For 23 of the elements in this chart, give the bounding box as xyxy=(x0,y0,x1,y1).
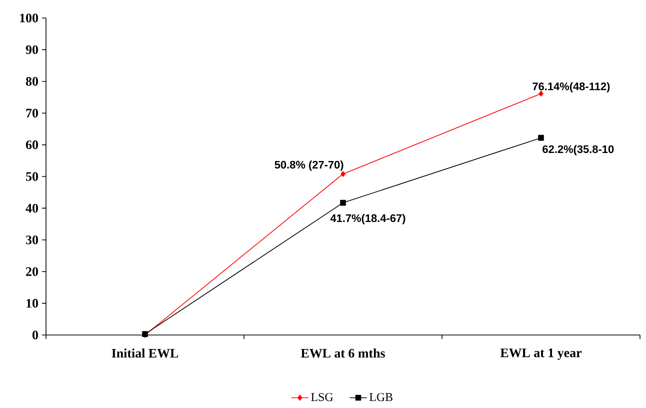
y-tick-label: 10 xyxy=(26,298,38,308)
point xyxy=(340,200,346,206)
x-tick-label: EWL at 6 mths xyxy=(300,348,385,358)
y-tick-label: 40 xyxy=(26,204,38,213)
x-tick-label: Initial EWL xyxy=(112,348,178,358)
annotation: 41.7%(18.4-67) xyxy=(330,214,406,224)
point xyxy=(538,134,544,141)
x-tick-label: EWL at 1 year xyxy=(500,348,582,360)
y-tick-label: 70 xyxy=(26,108,38,118)
y-tick-label: 60 xyxy=(26,140,38,150)
legend-label: LGB xyxy=(369,393,392,402)
annotation: 50.8% (27-70) xyxy=(274,160,344,171)
y-tick-label: 90 xyxy=(26,45,38,54)
annotation: 76.14%(48-112) xyxy=(532,82,610,92)
y-tick-label: 80 xyxy=(26,77,38,86)
legend-label: LSG xyxy=(311,393,333,402)
y-tick-label: 0 xyxy=(32,330,38,340)
point xyxy=(340,171,346,177)
y-tick-label: 100 xyxy=(20,14,38,22)
y-tick-label: 50 xyxy=(26,172,38,181)
y-tick-label: 30 xyxy=(26,236,38,244)
y-tick-label: 20 xyxy=(26,267,38,276)
annotation: 62.2%(35.8-10 xyxy=(542,145,614,156)
